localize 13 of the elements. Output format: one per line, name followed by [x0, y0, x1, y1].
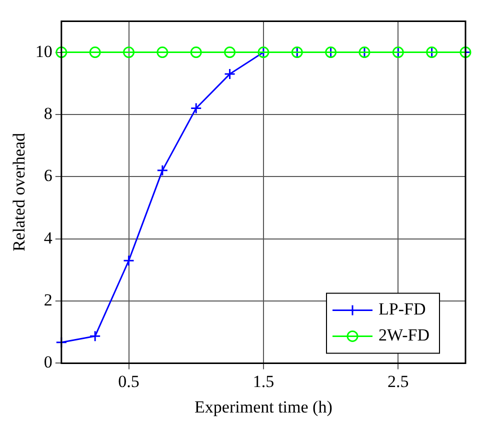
x-tick-label: 1.5 [252, 372, 274, 391]
y-tick-label: 6 [44, 166, 52, 186]
y-tick-label: 8 [44, 104, 52, 123]
legend-label: LP-FD [378, 300, 426, 319]
y-tick-label: 2 [44, 290, 52, 310]
y-tick-label: 10 [35, 42, 52, 61]
x-tick-label: 0.5 [118, 372, 140, 391]
y-axis-title: Related overhead [10, 132, 29, 252]
x-tick-label: 2.5 [388, 372, 409, 391]
x-axis-title: Experiment time (h) [194, 397, 332, 416]
legend-label: 2W-FD [378, 326, 430, 345]
y-tick-label: 4 [44, 228, 53, 248]
y-tick-label: 0 [44, 352, 52, 372]
